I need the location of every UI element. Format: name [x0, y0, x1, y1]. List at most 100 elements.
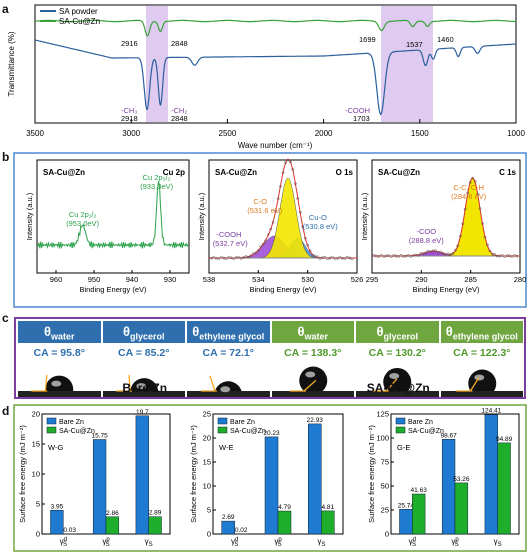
bare-zn-label: Bare Zn: [122, 381, 168, 395]
bar-value-label: 4.79: [278, 504, 291, 511]
bar-bare-zn: [135, 415, 149, 535]
legend-sa-cuzn: SA-Cu@Zn: [230, 428, 266, 435]
ftir-tick-label: 2500: [219, 129, 237, 138]
ca-value: CA = 72.1°: [202, 347, 254, 359]
xps-c1s-point: [377, 255, 381, 258]
xps-c1s-point: [434, 249, 437, 253]
xps-c1s-point: [471, 176, 474, 180]
legend-sa-powder: SA powder: [59, 7, 98, 16]
xps-o1s-point: [330, 255, 334, 259]
xps-o1s-fit: [209, 158, 357, 259]
sfe-frame: [13, 404, 527, 552]
substrate-front: [271, 391, 354, 397]
ca-header: θwater: [18, 321, 101, 343]
xps-o1s-point: [326, 257, 329, 261]
bar-bare-zn: [50, 510, 64, 535]
droplet-highlight: [389, 372, 400, 379]
xps-c1s-point: [389, 255, 393, 259]
xps-y-label: Intensity (a.u.): [197, 192, 206, 240]
ftir-tick-label: 1500: [411, 129, 429, 138]
label-ch2: -CH₂: [171, 106, 187, 115]
xps-o1s-point: [261, 242, 265, 246]
bar-bare-zn: [264, 436, 279, 535]
bar-y-label: Surface free energy (mJ m⁻²): [18, 425, 27, 523]
xps-element-label: C 1s: [499, 168, 516, 177]
peak-cu2p12-value: (953.0eV): [66, 219, 99, 228]
bar-value-label: 22.93: [307, 417, 324, 424]
peak-cc-value: (284.8 eV): [451, 192, 487, 201]
xps-o1s-point: [308, 249, 312, 253]
xps-c1s-point: [503, 255, 507, 259]
xps-tick-label: 285: [464, 275, 477, 284]
bar-value-label: 3.95: [51, 503, 64, 510]
xps-o1s-point: [266, 233, 270, 236]
xps-o1s-point: [264, 239, 268, 243]
xps-o1s-point: [244, 255, 248, 258]
xps-c1s-point: [486, 243, 489, 247]
legend-sa-cuzn-swatch: [46, 426, 57, 434]
ca-header: θethylene glycol: [440, 321, 523, 343]
bar-bare-zn: [399, 509, 413, 535]
angle-tangent-line: [209, 375, 216, 392]
bar-y-tick-label: 0: [207, 530, 211, 539]
xps-o1s-point: [227, 256, 231, 259]
bar-category-label: γd S: [60, 537, 67, 548]
xps-c1s-point: [510, 255, 514, 258]
xps-tick-label: 538: [203, 275, 216, 284]
xps-c1s-point: [407, 253, 410, 257]
legend-bare-zn-swatch: [46, 417, 57, 425]
value-ch2: 2848: [171, 114, 188, 123]
xps-tick-label: 295: [366, 275, 379, 284]
bar-y-tick-label: 15: [203, 458, 211, 467]
xps-c1s-point: [419, 252, 423, 255]
xps-c1s-point: [372, 254, 376, 257]
legend-sa-cuzn: SA-Cu@Zn: [408, 428, 444, 435]
bar-value-label: 2.89: [149, 510, 162, 517]
xps-o1s-point: [316, 255, 319, 259]
sfe-we-chart: 0 5 10 15 20 25 Surface free energy (mJ m⁻²) 2.…: [189, 410, 344, 548]
xps-o1s-point: [256, 249, 260, 252]
xps-c1s-point: [394, 254, 398, 258]
xps-o1s-point: [311, 253, 314, 257]
peak-cc-label: C-C, C-H: [453, 183, 484, 192]
xps-o1s-point: [350, 257, 354, 261]
bar-value-label: 4.81: [321, 504, 334, 511]
xps-o1s-point: [340, 256, 344, 260]
xps-o1s-point: [234, 256, 238, 259]
xps-c1s-point: [426, 249, 430, 253]
xps-c1s-point: [451, 252, 455, 255]
xps-c1s-point: [446, 252, 450, 256]
bar-y-tick-label: 20: [32, 410, 40, 419]
angle-tangent-line: [303, 379, 316, 392]
bar-y-tick-label: 10: [203, 482, 211, 491]
xps-o1s-point: [276, 197, 280, 201]
xps-tick-label: 530: [301, 275, 314, 284]
bar-sa-cuzn: [412, 493, 426, 535]
legend-sa-cuzn: SA-Cu@Zn: [59, 428, 95, 435]
legend-bare-zn-swatch: [395, 417, 406, 425]
xps-tick-label: 960: [50, 275, 63, 284]
xps-c1s-point: [515, 254, 519, 258]
peak-co-label: C-O: [253, 197, 267, 206]
bar-sa-cuzn: [497, 442, 511, 535]
xps-o1s-point: [335, 257, 339, 260]
xps-c1s-point: [375, 254, 378, 258]
xps-axes: [208, 159, 358, 274]
ftir-tick-label: 3500: [26, 129, 44, 138]
xps-o1s-point: [296, 197, 300, 200]
xps-c1s-point: [468, 181, 472, 184]
bar-y-tick-label: 0: [36, 530, 40, 539]
xps-o1s-point: [212, 255, 216, 259]
xps-o1s-point: [232, 257, 236, 261]
bar-y-tick-label: 25: [203, 410, 211, 419]
ca-header: θglycerol: [102, 321, 185, 343]
xps-y-label: Intensity (a.u.): [360, 192, 369, 240]
xps-o1s-point: [328, 256, 332, 260]
ca-image: CA = 122.3°: [440, 343, 523, 397]
bar-category-label: γS: [494, 537, 502, 548]
xps-o1s-point: [306, 243, 310, 247]
xps-c1s-fit: [372, 177, 520, 257]
xps-tick-label: 280: [514, 275, 527, 284]
legend-sa-cuzn-swatch: [395, 426, 406, 434]
xps-frame: [13, 152, 527, 308]
